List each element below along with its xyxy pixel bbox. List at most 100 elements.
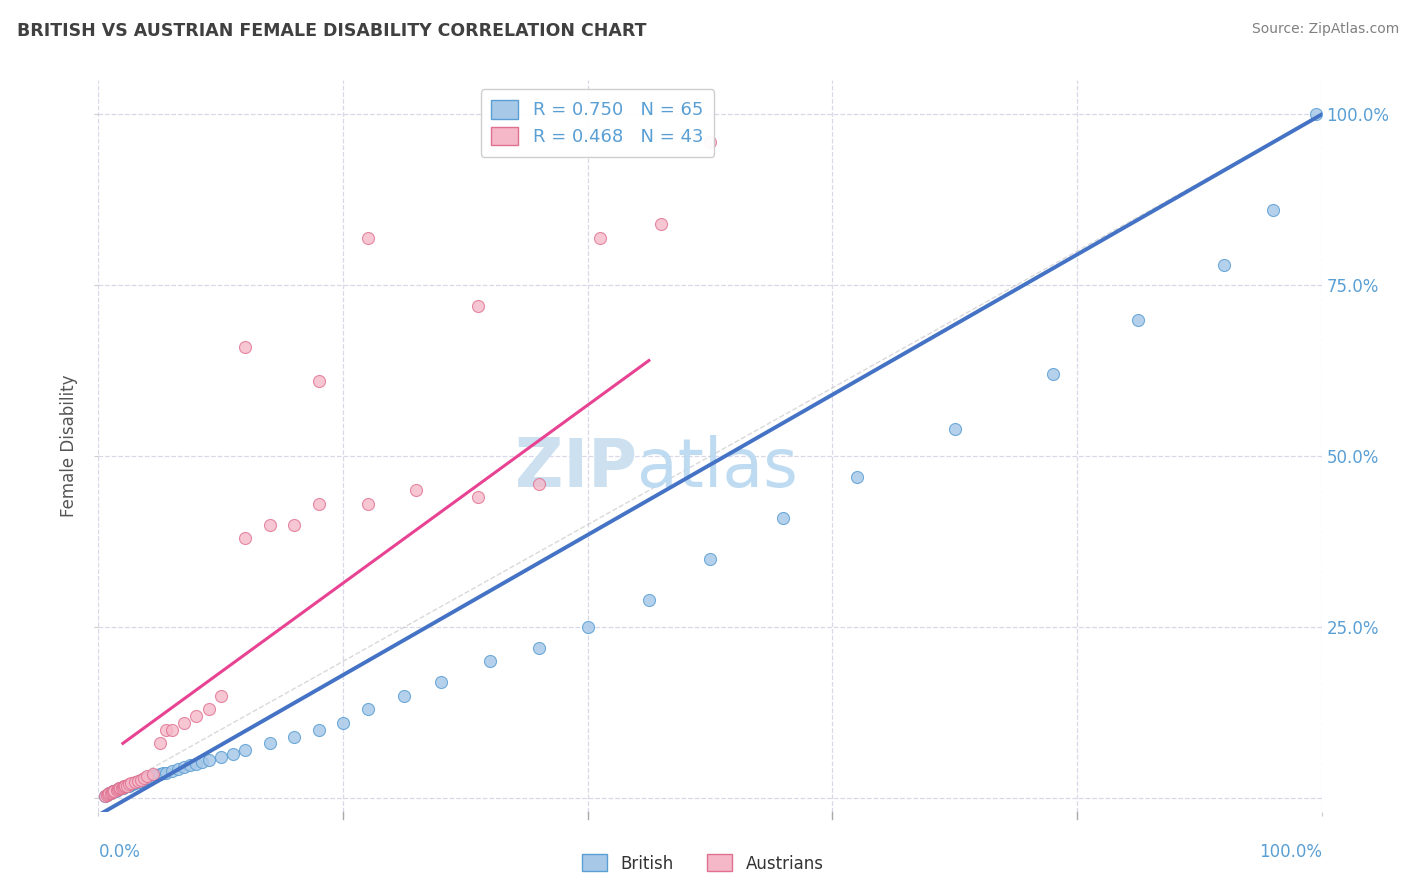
Point — [209, 689, 232, 703]
Point — [527, 476, 550, 491]
Point — [129, 773, 152, 788]
Point — [98, 786, 121, 800]
Point — [100, 786, 122, 800]
Point — [103, 784, 125, 798]
Point — [527, 640, 550, 655]
Point — [1261, 203, 1284, 218]
Point — [699, 135, 721, 149]
Point — [101, 785, 124, 799]
Point — [1305, 107, 1327, 121]
Point — [111, 780, 134, 795]
Point — [149, 767, 172, 781]
Point — [124, 776, 146, 790]
Point — [943, 422, 966, 436]
Point — [173, 759, 195, 773]
Point — [112, 780, 135, 794]
Point — [222, 747, 245, 761]
Point — [118, 777, 141, 791]
Point — [93, 789, 115, 803]
Point — [186, 756, 208, 771]
Point — [145, 768, 167, 782]
Point — [155, 765, 177, 780]
Point — [128, 774, 150, 789]
Point — [155, 723, 177, 737]
Point — [96, 788, 118, 802]
Point — [139, 771, 162, 785]
Point — [332, 715, 354, 730]
Point — [308, 497, 330, 511]
Point — [111, 780, 134, 795]
Point — [100, 786, 122, 800]
Point — [392, 689, 416, 703]
Point — [1212, 258, 1234, 272]
Point — [173, 715, 195, 730]
Point — [118, 779, 141, 793]
Point — [120, 777, 142, 791]
Point — [308, 374, 330, 388]
Point — [576, 620, 599, 634]
Point — [142, 769, 165, 783]
Point — [197, 702, 219, 716]
Point — [191, 755, 214, 769]
Point — [115, 780, 138, 794]
Text: ZIP: ZIP — [515, 435, 637, 501]
Point — [124, 774, 146, 789]
Text: 100.0%: 100.0% — [1258, 843, 1322, 861]
Point — [117, 779, 139, 793]
Point — [467, 490, 489, 504]
Point — [356, 702, 378, 716]
Point — [132, 771, 155, 785]
Point — [107, 782, 129, 797]
Point — [283, 730, 305, 744]
Point — [136, 771, 159, 785]
Point — [638, 592, 661, 607]
Point — [129, 772, 152, 787]
Point — [97, 787, 120, 801]
Point — [110, 781, 132, 796]
Point — [233, 743, 256, 757]
Point — [127, 775, 149, 789]
Point — [1128, 312, 1150, 326]
Text: atlas: atlas — [637, 435, 797, 501]
Point — [149, 736, 172, 750]
Y-axis label: Female Disability: Female Disability — [60, 375, 79, 517]
Point — [650, 217, 672, 231]
Text: 0.0%: 0.0% — [98, 843, 141, 861]
Point — [233, 531, 256, 545]
Point — [142, 767, 165, 781]
Point — [160, 764, 183, 778]
Point — [111, 780, 134, 794]
Point — [110, 780, 132, 795]
Point — [136, 769, 159, 783]
Point — [120, 776, 142, 790]
Point — [589, 230, 612, 244]
Point — [98, 786, 121, 800]
Point — [115, 779, 138, 793]
Point — [699, 551, 721, 566]
Point — [114, 779, 136, 793]
Point — [209, 750, 232, 764]
Point — [105, 782, 128, 797]
Point — [127, 774, 149, 789]
Point — [97, 787, 120, 801]
Point — [101, 785, 124, 799]
Point — [96, 788, 118, 802]
Point — [845, 469, 868, 483]
Point — [356, 497, 378, 511]
Point — [111, 780, 134, 795]
Legend: British, Austrians: British, Austrians — [575, 847, 831, 880]
Point — [108, 782, 131, 797]
Point — [167, 762, 190, 776]
Point — [772, 510, 794, 524]
Point — [430, 674, 453, 689]
Point — [186, 709, 208, 723]
Point — [467, 299, 489, 313]
Point — [283, 517, 305, 532]
Point — [152, 766, 174, 780]
Point — [1042, 368, 1064, 382]
Point — [197, 754, 219, 768]
Point — [114, 780, 136, 794]
Point — [112, 780, 135, 794]
Point — [101, 784, 124, 798]
Point — [233, 340, 256, 354]
